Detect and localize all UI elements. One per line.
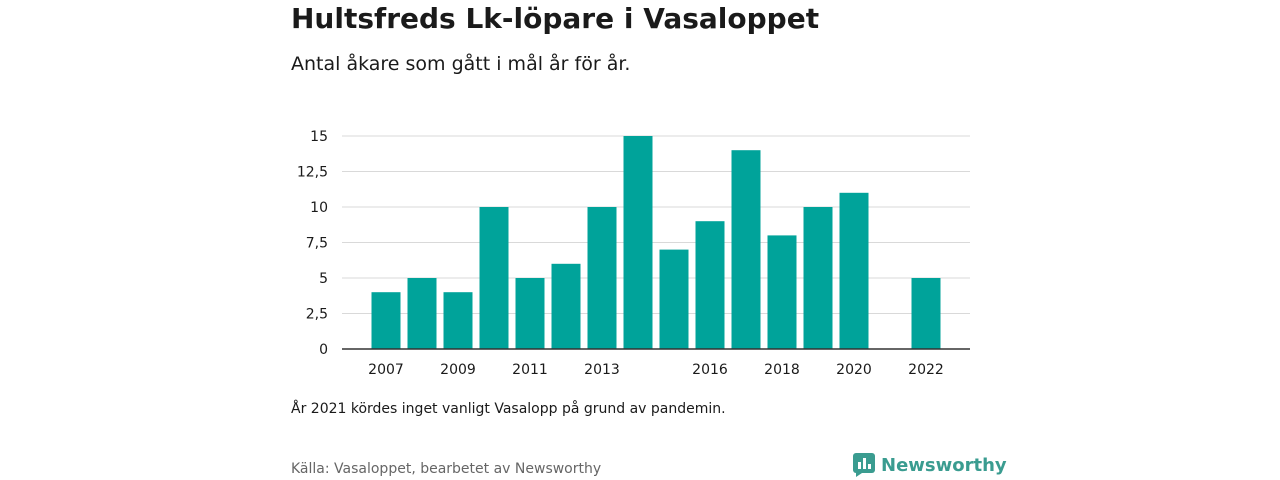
bar-2015	[659, 249, 689, 349]
x-tick-label: 2016	[692, 362, 728, 378]
bar-2019	[803, 207, 833, 349]
y-tick-label: 15	[310, 129, 328, 145]
x-tick-label: 2007	[368, 362, 404, 378]
y-tick-label: 5	[319, 271, 328, 287]
x-tick-label: 2013	[584, 362, 620, 378]
newsworthy-logo-text: Newsworthy	[881, 454, 1007, 476]
x-tick-label: 2009	[440, 362, 476, 378]
bar-2016	[695, 221, 725, 349]
source-text: Källa: Vasaloppet, bearbetet av Newswort…	[291, 461, 602, 477]
bar-2011	[515, 278, 545, 349]
x-tick-label: 2011	[512, 362, 548, 378]
bar-2010	[479, 207, 509, 349]
newsworthy-logo[interactable]: Newsworthy	[853, 453, 1007, 477]
chart-title: Hultsfreds Lk-löpare i Vasaloppet	[291, 2, 820, 35]
newsworthy-logo-icon	[853, 453, 875, 477]
chart-subtitle: Antal åkare som gått i mål år för år.	[291, 53, 631, 75]
bar-2008	[407, 278, 437, 349]
bar-2022	[911, 278, 941, 349]
x-tick-label: 2018	[764, 362, 800, 378]
bars	[371, 136, 941, 349]
bar-2017	[731, 150, 761, 349]
x-tick-label: 2022	[908, 362, 944, 378]
x-axis-ticks: 2007 2009 2011 2013 2016 2018 2020 2022	[368, 362, 944, 378]
y-tick-label: 7,5	[306, 236, 328, 252]
bar-2013	[587, 207, 617, 349]
bar-2018	[767, 235, 797, 349]
bar-2012	[551, 263, 581, 349]
y-axis-ticks: 0 2,5 5 7,5 10 12,5 15	[297, 129, 328, 358]
bar-2020	[839, 192, 869, 349]
x-tick-label: 2020	[836, 362, 872, 378]
y-tick-label: 12,5	[297, 165, 328, 181]
y-tick-label: 2,5	[306, 307, 328, 323]
y-tick-label: 0	[319, 342, 328, 358]
bar-chart: 0 2,5 5 7,5 10 12,5 15 2007 2009 2011 2013 2016 201…	[297, 129, 970, 378]
bar-2007	[371, 292, 401, 349]
bar-2014	[623, 136, 653, 349]
bar-2009	[443, 292, 473, 349]
footnote: År 2021 kördes inget vanligt Vasalopp på…	[291, 401, 726, 417]
y-tick-label: 10	[310, 200, 328, 216]
